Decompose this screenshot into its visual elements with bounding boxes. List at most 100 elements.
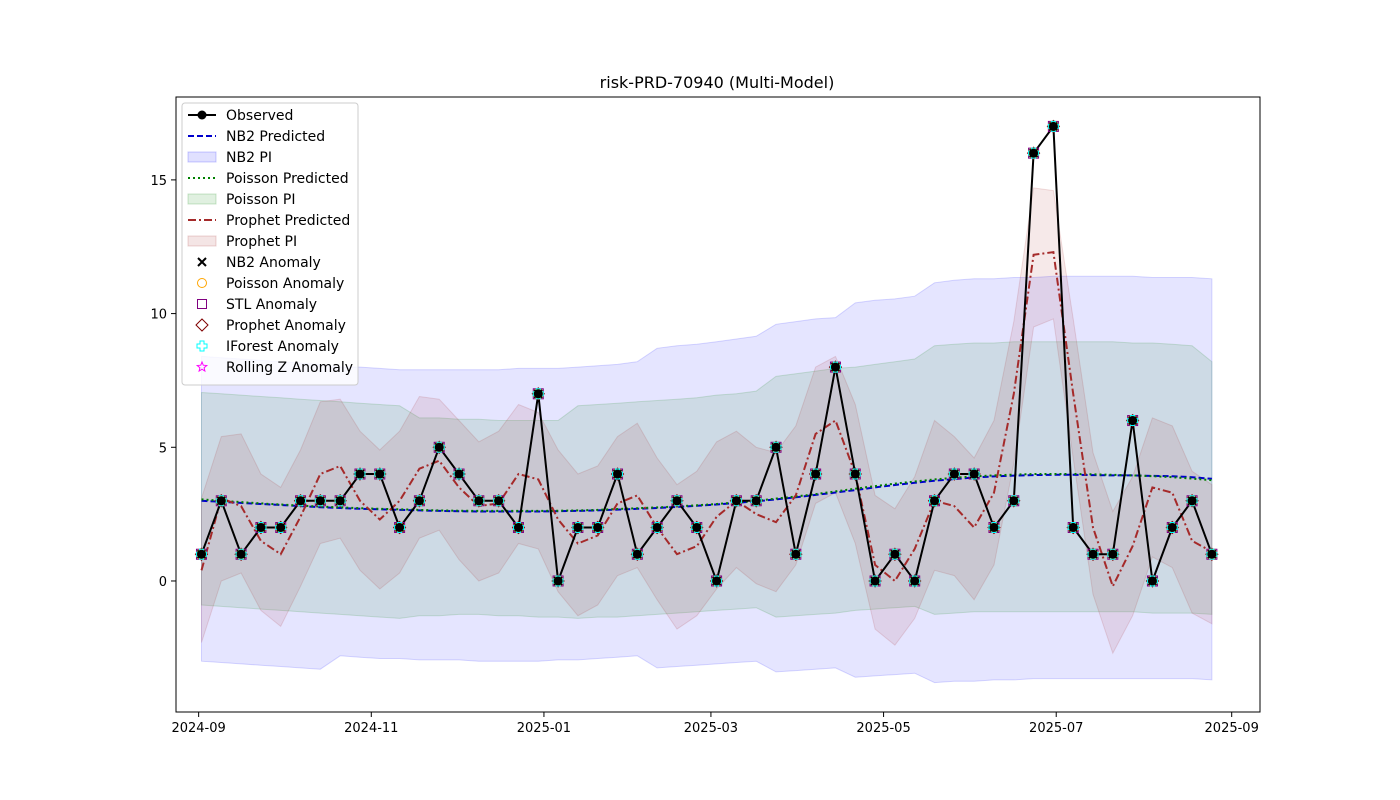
data-point	[828, 360, 843, 374]
legend-handle	[195, 318, 209, 332]
data-point	[1145, 574, 1160, 588]
nb2-anomaly-marker	[395, 522, 405, 533]
data-point	[353, 467, 367, 481]
nb2-anomaly-marker	[276, 522, 286, 533]
nb2-anomaly-marker	[474, 496, 484, 506]
data-point	[888, 547, 902, 561]
nb2-anomaly-marker	[494, 496, 504, 506]
data-point	[531, 387, 545, 401]
band-nb2-pi	[201, 275, 1213, 684]
nb2-anomaly-marker	[652, 522, 662, 533]
nb2-anomaly-marker	[632, 549, 642, 559]
data-point	[333, 494, 347, 508]
y-tick-label: 0	[159, 575, 167, 590]
nb2-anomaly-marker	[910, 576, 920, 586]
nb2-anomaly-marker	[196, 549, 207, 559]
legend-entry-nb2-pi: NB2 PI	[187, 150, 272, 166]
nb2-anomaly-marker	[256, 522, 266, 533]
data-point	[868, 574, 882, 588]
nb2-anomaly-marker	[989, 522, 999, 533]
legend-entry-poisson-predicted: Poisson Predicted	[188, 171, 349, 187]
legend-label: STL Anomaly	[226, 297, 317, 313]
legend: Observed NB2 Predicted NB2 PI Poisson Predi…	[181, 102, 359, 386]
data-point	[947, 467, 962, 481]
data-point	[254, 520, 268, 535]
legend-label: NB2 Predicted	[226, 129, 325, 145]
nb2-anomaly-marker	[1068, 522, 1078, 533]
line-observed	[200, 123, 1213, 585]
data-point	[511, 520, 526, 535]
nb2-anomaly-marker	[712, 576, 722, 586]
nb2-anomaly-marker	[573, 522, 583, 533]
legend-label: NB2 PI	[226, 150, 272, 166]
data-point	[274, 520, 288, 535]
data-point	[610, 467, 625, 481]
nb2-anomaly-marker	[850, 469, 860, 479]
data-point	[769, 440, 783, 454]
nb2-anomaly-marker	[771, 442, 781, 452]
nb2-anomaly-marker	[751, 496, 761, 506]
legend-label: Rolling Z Anomaly	[226, 360, 353, 376]
legend-handle	[187, 151, 217, 163]
band-prophet-pi	[201, 187, 1213, 655]
legend-label: Poisson PI	[226, 192, 295, 208]
line-poisson-predicted	[201, 473, 1212, 512]
data-point	[650, 520, 664, 535]
axes: 2024-09 2024-11 2025-01 2025-03 2025-05 2025-…	[150, 174, 1258, 736]
x-tick-label: 2024-09	[171, 721, 225, 736]
legend-entry-iforest-anomaly: IForest Anomaly	[196, 339, 339, 355]
plot-area	[194, 119, 1219, 684]
data-point	[987, 520, 1001, 535]
nb2-anomaly-marker	[1048, 121, 1058, 131]
nb2-anomaly-marker	[830, 362, 840, 372]
nb2-anomaly-marker	[1088, 549, 1098, 559]
legend-handle	[197, 299, 207, 309]
nb2-anomaly-marker	[375, 469, 385, 479]
band-poisson-pi	[201, 341, 1213, 619]
nb2-anomaly-marker	[612, 469, 623, 479]
nb2-anomaly-marker	[315, 496, 325, 506]
data-point	[432, 440, 446, 454]
data-point	[749, 494, 763, 508]
legend-handle	[196, 340, 208, 352]
nb2-anomaly-marker	[454, 469, 464, 479]
data-point	[472, 494, 486, 508]
nb2-anomaly-marker	[791, 549, 801, 559]
nb2-anomaly-marker	[672, 496, 682, 506]
data-point	[214, 494, 228, 508]
legend-handle-marker	[197, 110, 207, 120]
data-point	[1205, 547, 1219, 561]
nb2-anomaly-marker	[811, 469, 821, 479]
data-point	[1046, 119, 1061, 134]
legend-entry-rolling-z-anomaly: Rolling Z Anomaly	[195, 360, 353, 376]
nb2-anomaly-marker	[1167, 522, 1177, 533]
nb2-anomaly-marker	[1128, 416, 1138, 426]
y-tick-label: 5	[159, 441, 167, 456]
data-point	[293, 494, 308, 508]
data-point	[373, 467, 387, 481]
legend-label: Poisson Anomaly	[226, 276, 344, 292]
nb2-anomaly-marker	[1187, 496, 1197, 506]
legend-entry-prophet-pi: Prophet PI	[187, 234, 297, 250]
legend-label: Prophet PI	[226, 234, 297, 250]
nb2-anomaly-marker	[890, 549, 900, 559]
legend-handle	[197, 278, 207, 288]
data-point	[392, 520, 407, 535]
chart-title: risk-PRD-70940 (Multi-Model)	[600, 73, 835, 92]
data-point	[848, 467, 862, 481]
data-point	[789, 547, 803, 561]
nb2-anomaly-marker	[929, 496, 940, 506]
data-point	[808, 467, 823, 481]
nb2-anomaly-marker	[870, 576, 880, 586]
axes-frame	[175, 96, 1261, 713]
legend-handle	[197, 257, 207, 267]
data-point	[729, 494, 744, 508]
legend-handle	[187, 235, 217, 247]
legend-entry-prophet-predicted: Prophet Predicted	[188, 213, 350, 229]
data-point	[1086, 547, 1100, 561]
data-point	[1026, 146, 1041, 160]
nb2-anomaly-marker	[513, 522, 523, 533]
data-point	[927, 494, 942, 508]
data-point	[1106, 547, 1120, 561]
data-point	[491, 494, 506, 508]
